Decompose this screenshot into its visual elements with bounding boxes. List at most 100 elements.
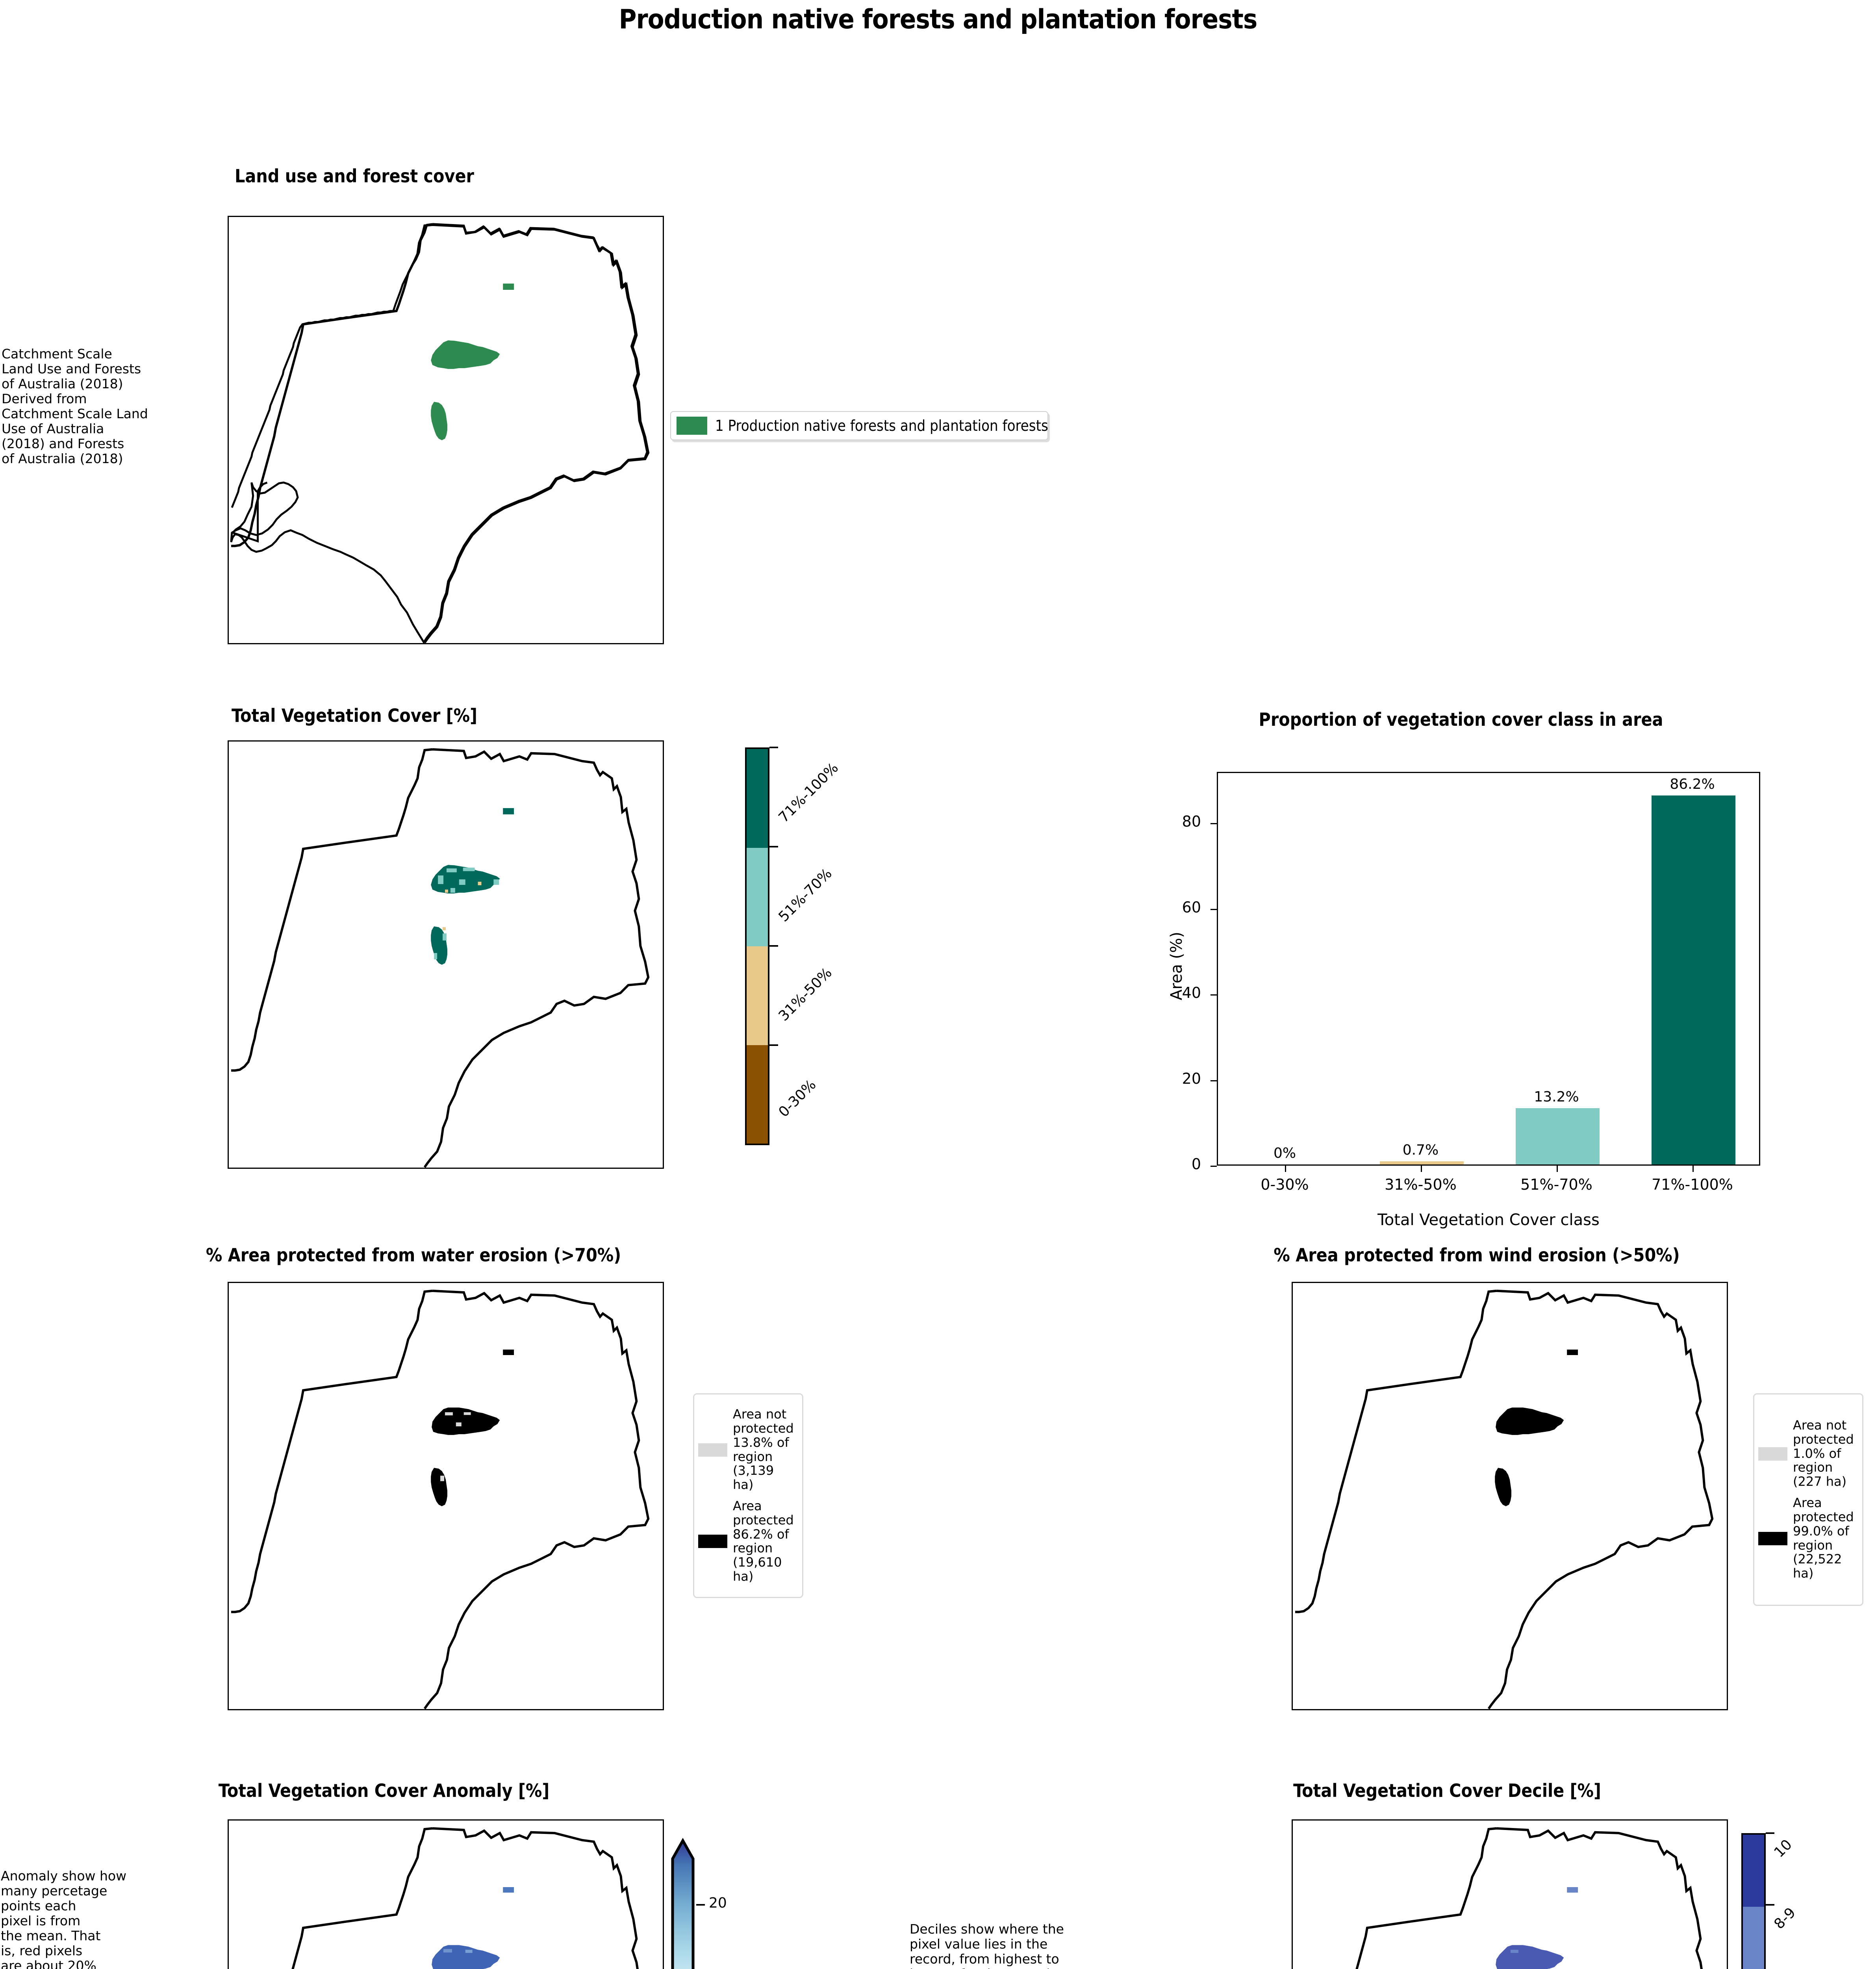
y-tick-60 — [1211, 908, 1217, 910]
vegcover-cbar-label-31-50: 31%-50% — [775, 964, 835, 1024]
vegcover-panel-title: Total Vegetation Cover [%] — [231, 705, 478, 726]
wind-erosion-map-svg — [1295, 1289, 1714, 1709]
y-tick-label-20: 20 — [1182, 1070, 1201, 1087]
landuse-map[interactable] — [228, 216, 664, 644]
y-tick-80 — [1211, 823, 1217, 825]
x-tick-51%-70% — [1556, 1166, 1558, 1172]
water-erosion-panel-title: % Area protected from water erosion (>70… — [206, 1244, 621, 1266]
wind-erosion-legend[interactable]: Area not protected 1.0% of region (227 h… — [1753, 1393, 1863, 1606]
anomaly-colorbar-body — [671, 1837, 695, 1969]
vegcover-cbar-tick-1 — [769, 846, 778, 847]
y-tick-40 — [1211, 994, 1217, 996]
vegcover-colorbar-seg-51-70 — [747, 847, 768, 946]
decile-colorbar-seg-8-9 — [1743, 1907, 1764, 1969]
y-tick-label-40: 40 — [1182, 984, 1201, 1002]
bar-51%-70%[interactable] — [1515, 1108, 1600, 1164]
decile-patches — [1496, 1887, 1578, 1969]
vegcover-colorbar-seg-71-100 — [747, 749, 768, 848]
legend-swatch-not-protected — [1758, 1447, 1787, 1461]
x-tick-label-0-30%: 0-30% — [1261, 1176, 1309, 1193]
vegcover-cbar-label-71-100: 71%-100% — [775, 760, 842, 826]
wind-erosion-map[interactable] — [1292, 1282, 1728, 1710]
anomaly-map-svg — [291, 1827, 639, 1969]
barchart-plot-area — [1217, 772, 1760, 1166]
decile-cbar-label-10: 10 — [1771, 1836, 1795, 1861]
wind-erosion-legend-row-not-protected: Area not protected 1.0% of region (227 h… — [1758, 1418, 1857, 1489]
landuse-patches — [431, 284, 514, 440]
vegcover-cbar-tick-3 — [769, 1044, 778, 1046]
anomaly-map[interactable] — [228, 1819, 664, 1969]
vegcover-colorbar[interactable] — [745, 747, 769, 1145]
bar-71%-100%[interactable] — [1651, 795, 1736, 1164]
x-tick-71%-100% — [1692, 1166, 1694, 1172]
legend-label-not-protected: Area not protected 13.8% of region (3,13… — [733, 1407, 794, 1493]
water-erosion-patches — [431, 1350, 514, 1506]
water-erosion-legend-row-protected: Area protected 86.2% of region (19,610 h… — [698, 1499, 797, 1584]
landuse-legend[interactable]: 1 Production native forests and plantati… — [670, 411, 1048, 440]
y-tick-20 — [1211, 1080, 1217, 1081]
bar-31%-50%[interactable] — [1379, 1161, 1464, 1164]
x-tick-label-71%-100%: 71%-100% — [1652, 1176, 1733, 1193]
barchart-x-axis-label: Total Vegetation Cover class — [1377, 1211, 1600, 1229]
decile-cbar-label-8-9: 8-9 — [1771, 1904, 1799, 1932]
anomaly-cbar-label-20: 20 — [709, 1895, 727, 1911]
wind-erosion-panel-title: % Area protected from wind erosion (>50%… — [1274, 1244, 1680, 1266]
water-erosion-legend-row-not-protected: Area not protected 13.8% of region (3,13… — [698, 1407, 797, 1492]
legend-swatch-not-protected — [698, 1443, 727, 1457]
legend-label-not-protected: Area not protected 1.0% of region (227 h… — [1793, 1417, 1854, 1489]
region-outline — [231, 748, 650, 1168]
decile-map[interactable] — [1292, 1819, 1728, 1969]
landuse-map-svg — [230, 223, 650, 643]
decile-colorbar-seg-10 — [1743, 1835, 1764, 1907]
region-outline — [1355, 1827, 1703, 1969]
anomaly-patches — [432, 1887, 514, 1969]
landuse-legend-label: 1 Production native forests and plantati… — [715, 417, 1048, 434]
decile-colorbar[interactable] — [1741, 1833, 1766, 1969]
page-title: Production native forests and plantation… — [619, 4, 1258, 35]
water-erosion-legend[interactable]: Area not protected 13.8% of region (3,13… — [693, 1393, 803, 1598]
landuse-panel-title: Land use and forest cover — [235, 165, 474, 187]
region-outline — [291, 1827, 639, 1969]
decile-cbar-tick-8-9 — [1766, 1904, 1774, 1906]
x-tick-label-51%-70%: 51%-70% — [1520, 1176, 1592, 1193]
vegcover-colorbar-seg-31-50 — [747, 946, 768, 1045]
barchart-title: Proportion of vegetation cover class in … — [1259, 709, 1663, 730]
y-tick-0 — [1211, 1166, 1217, 1167]
vegcover-cbar-tick-2 — [769, 945, 778, 947]
x-tick-label-31%-50%: 31%-50% — [1385, 1176, 1457, 1193]
legend-swatch-protected — [1758, 1531, 1787, 1545]
decile-map-svg — [1355, 1827, 1703, 1969]
vegcover-map-svg — [231, 748, 650, 1168]
anomaly-cbar-tick-20 — [696, 1904, 705, 1906]
decile-cbar-tick-10 — [1766, 1832, 1774, 1834]
region-outline-simplified — [231, 223, 650, 643]
legend-label-protected: Area protected 99.0% of region (22,522 h… — [1793, 1495, 1854, 1581]
x-tick-0-30% — [1285, 1166, 1286, 1172]
water-erosion-map[interactable] — [228, 1282, 664, 1710]
legend-label-protected: Area protected 86.2% of region (19,610 h… — [733, 1498, 794, 1584]
water-erosion-map-svg — [231, 1289, 650, 1709]
x-tick-31%-50% — [1420, 1166, 1422, 1172]
y-tick-label-0: 0 — [1191, 1155, 1201, 1173]
wind-erosion-legend-row-protected: Area protected 99.0% of region (22,522 h… — [1758, 1496, 1857, 1581]
anomaly-note: Anomaly show how many percetage points e… — [1, 1868, 127, 1969]
y-tick-label-60: 60 — [1182, 898, 1201, 916]
wind-erosion-patches — [1495, 1350, 1578, 1506]
barchart-y-axis-label: Area (%) — [1168, 932, 1186, 1000]
landuse-source-note: Catchment Scale Land Use and Forests of … — [2, 346, 148, 466]
vegcover-map[interactable] — [228, 740, 664, 1169]
vegcover-cbar-label-51-70: 51%-70% — [775, 865, 835, 925]
decile-note: Deciles show where the pixel value lies … — [910, 1921, 1064, 1969]
vegcover-colorbar-seg-0-30 — [747, 1045, 768, 1144]
vegcover-patches — [431, 808, 514, 965]
landuse-legend-swatch — [677, 417, 707, 435]
y-tick-label-80: 80 — [1182, 813, 1201, 831]
region-outline — [231, 1289, 650, 1709]
vegcover-cbar-label-0-30: 0-30% — [775, 1077, 819, 1120]
region-outline — [1295, 1289, 1714, 1709]
legend-swatch-protected — [698, 1535, 727, 1548]
decile-panel-title: Total Vegetation Cover Decile [%] — [1293, 1780, 1601, 1801]
anomaly-colorbar[interactable] — [666, 1835, 699, 1969]
anomaly-panel-title: Total Vegetation Cover Anomaly [%] — [218, 1780, 550, 1801]
vegcover-cbar-tick-0 — [769, 747, 778, 748]
